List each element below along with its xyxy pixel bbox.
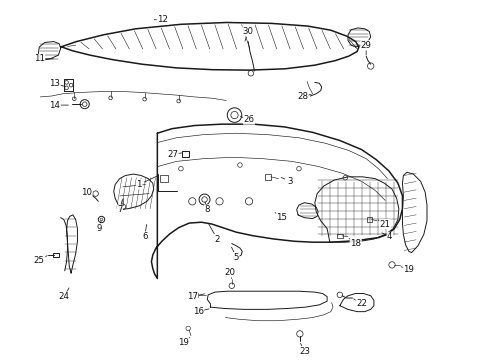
- Bar: [182, 151, 189, 157]
- Text: 17: 17: [186, 292, 197, 301]
- Text: 2: 2: [214, 234, 220, 243]
- Text: 14: 14: [49, 100, 60, 109]
- Text: 24: 24: [58, 292, 69, 301]
- Bar: [264, 174, 271, 180]
- Text: 19: 19: [178, 338, 188, 347]
- Text: 19: 19: [403, 265, 413, 274]
- Text: 6: 6: [142, 232, 147, 241]
- Text: 7: 7: [117, 205, 122, 214]
- Text: 1: 1: [136, 180, 142, 189]
- Text: 18: 18: [349, 239, 361, 248]
- Text: 29: 29: [360, 41, 371, 50]
- Bar: [159, 175, 167, 182]
- Bar: [336, 234, 342, 238]
- Text: 15: 15: [276, 213, 286, 222]
- Text: 5: 5: [233, 253, 239, 262]
- Text: 21: 21: [379, 220, 390, 229]
- Text: 11: 11: [34, 54, 45, 63]
- Text: 4: 4: [386, 232, 392, 241]
- Text: 13: 13: [49, 79, 60, 88]
- Text: 3: 3: [286, 177, 292, 186]
- Text: 26: 26: [243, 115, 254, 124]
- Text: 16: 16: [192, 307, 203, 316]
- Bar: [192, 293, 198, 297]
- Text: 12: 12: [157, 15, 168, 24]
- Text: 25: 25: [34, 256, 45, 265]
- Text: 30: 30: [242, 27, 253, 36]
- Text: 28: 28: [297, 93, 307, 102]
- Text: 8: 8: [204, 205, 210, 214]
- Text: 23: 23: [298, 347, 309, 356]
- Text: 9: 9: [96, 224, 102, 233]
- Text: 20: 20: [224, 267, 235, 276]
- Bar: [366, 217, 371, 222]
- Text: 27: 27: [167, 150, 178, 159]
- Text: 10: 10: [81, 188, 92, 197]
- Bar: [53, 253, 59, 257]
- Text: 22: 22: [355, 300, 366, 309]
